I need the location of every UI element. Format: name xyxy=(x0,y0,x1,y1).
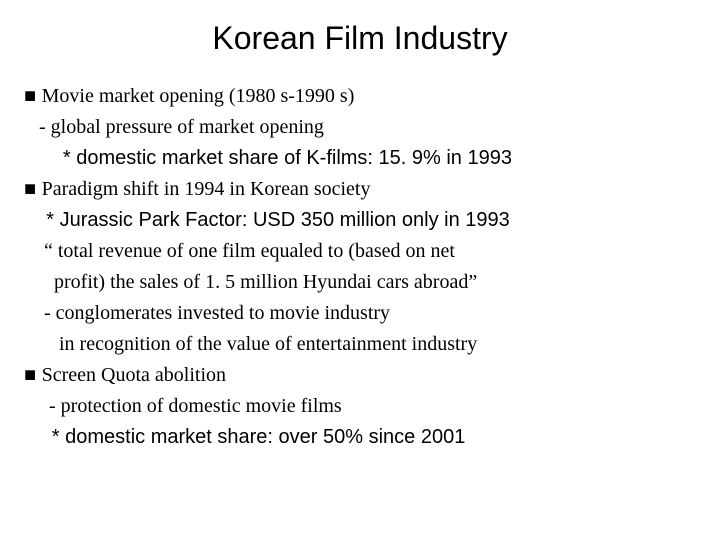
line-text: * domestic market share of K-films: 15. … xyxy=(24,147,512,169)
square-bullet-icon: ■ xyxy=(24,85,42,107)
line-text: in recognition of the value of entertain… xyxy=(24,333,477,355)
line-text: - global pressure of market opening xyxy=(24,116,324,138)
line-text: Paradigm shift in 1994 in Korean society xyxy=(42,178,371,200)
content-line: * domestic market share: over 50% since … xyxy=(24,422,696,453)
content-line: * domestic market share of K-films: 15. … xyxy=(24,143,696,174)
square-bullet-icon: ■ xyxy=(24,364,42,386)
content-line: ■ Movie market opening (1980 s-1990 s) xyxy=(24,81,696,112)
content-line: - protection of domestic movie films xyxy=(24,391,696,422)
line-text: - protection of domestic movie films xyxy=(24,395,342,417)
line-text: - conglomerates invested to movie indust… xyxy=(24,302,390,324)
content-line: - global pressure of market opening xyxy=(24,112,696,143)
line-text: Screen Quota abolition xyxy=(42,364,226,386)
content-line: * Jurassic Park Factor: USD 350 million … xyxy=(24,205,696,236)
content-line: profit) the sales of 1. 5 million Hyunda… xyxy=(24,267,696,298)
content-line: - conglomerates invested to movie indust… xyxy=(24,298,696,329)
content-line: ■ Screen Quota abolition xyxy=(24,360,696,391)
line-text: Movie market opening (1980 s-1990 s) xyxy=(42,85,355,107)
line-text: * Jurassic Park Factor: USD 350 million … xyxy=(24,209,510,231)
slide-title: Korean Film Industry xyxy=(24,20,696,57)
slide-content: ■ Movie market opening (1980 s-1990 s) -… xyxy=(24,81,696,453)
content-line: ■ Paradigm shift in 1994 in Korean socie… xyxy=(24,174,696,205)
line-text: * domestic market share: over 50% since … xyxy=(24,426,465,448)
content-line: “ total revenue of one film equaled to (… xyxy=(24,236,696,267)
content-line: in recognition of the value of entertain… xyxy=(24,329,696,360)
slide-container: Korean Film Industry ■ Movie market open… xyxy=(0,0,720,540)
line-text: “ total revenue of one film equaled to (… xyxy=(24,240,455,262)
line-text: profit) the sales of 1. 5 million Hyunda… xyxy=(24,271,477,293)
square-bullet-icon: ■ xyxy=(24,178,42,200)
